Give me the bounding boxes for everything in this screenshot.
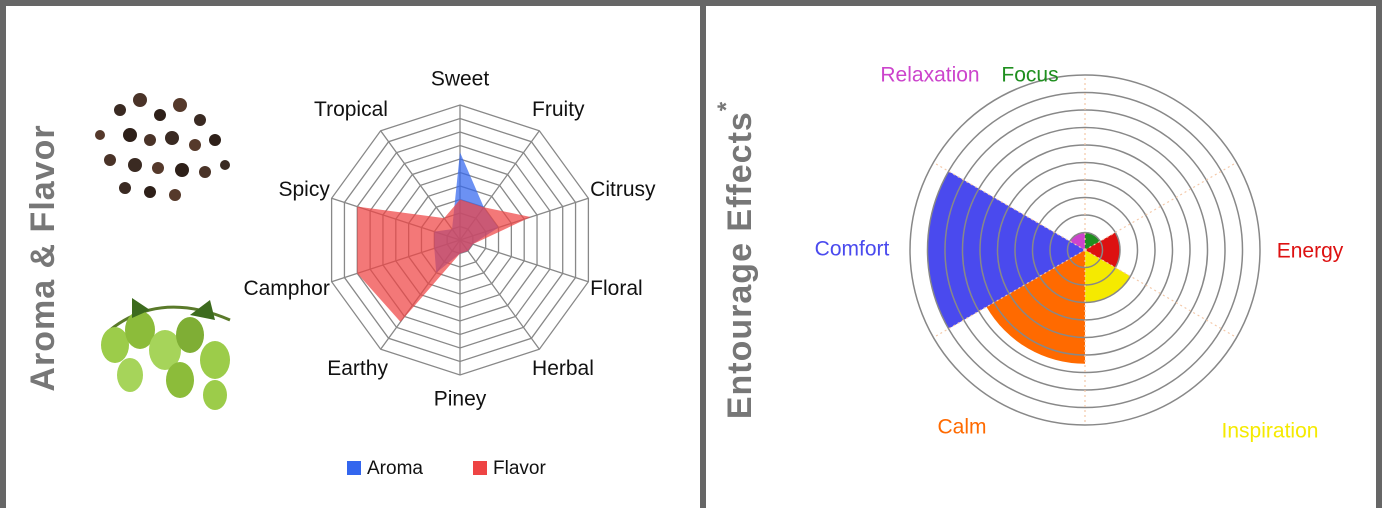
axis-label: Spicy [278,178,330,201]
category-label: Calm [937,416,986,439]
axis-label: Sweet [431,68,490,91]
category-label: Comfort [815,238,890,261]
legend-swatch [473,461,487,475]
panel-title-text: Entourage Effects [721,111,759,419]
category-label: Energy [1277,240,1344,263]
legend-swatch [347,461,361,475]
axis-label: Camphor [243,277,329,300]
page: Aroma & Flavor Entourage Effects* Sweet F… [0,0,1382,508]
axis-label: Tropical [314,98,388,121]
axis-label: Piney [434,388,487,411]
axis-label: Floral [590,277,643,300]
axis-label: Earthy [327,357,388,380]
legend-label: Flavor [493,458,546,479]
axis-label: Fruity [532,98,585,121]
legend-label: Aroma [367,458,423,479]
panel-title: Entourage Effects* [713,101,759,419]
footnote-marker: * [713,101,740,111]
panel-title: Aroma & Flavor [24,124,62,391]
axis-label: Citrusy [590,178,656,201]
category-label: Inspiration [1222,420,1319,443]
background [0,0,1382,508]
category-label: Focus [1001,64,1058,87]
axis-label: Herbal [532,357,594,380]
category-label: Relaxation [880,64,979,87]
divider [700,0,706,508]
